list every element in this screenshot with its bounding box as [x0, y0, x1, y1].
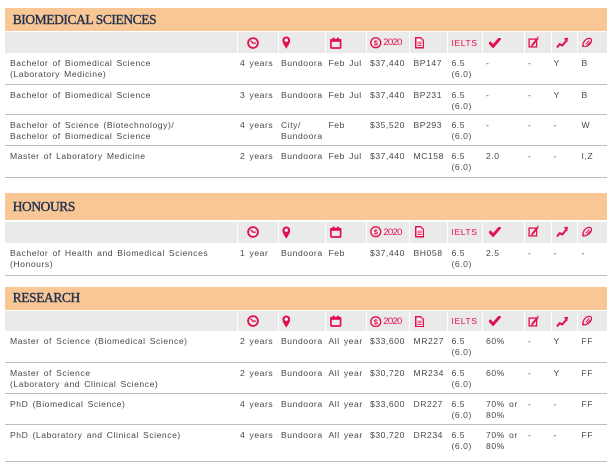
svg-text:$: $: [374, 38, 379, 47]
svg-text:$: $: [374, 317, 379, 326]
svg-text:$: $: [374, 228, 379, 237]
